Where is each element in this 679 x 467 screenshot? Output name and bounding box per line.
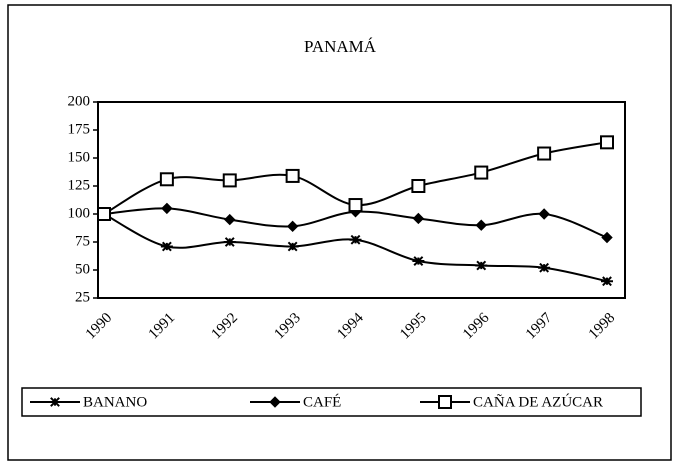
y-tick-label: 25 [75,289,90,305]
chart-frame [7,4,672,461]
y-tick-label: 100 [68,205,91,221]
data-point [222,173,237,188]
x-tick-label: 1991 [146,310,179,343]
data-point [475,219,487,231]
data-point [285,168,300,183]
data-point [474,165,489,180]
data-point [224,213,236,226]
data-point [412,256,425,266]
data-point [601,231,613,244]
plot-area [97,101,626,299]
x-tick-label: 1998 [586,310,619,343]
data-point [159,172,174,187]
x-tick-label: 1996 [460,310,493,343]
data-point [412,212,425,225]
x-tick-label: 1994 [334,310,367,343]
y-tick-label: 200 [68,93,91,109]
y-tick-label: 150 [68,149,91,165]
data-point [411,179,426,193]
data-point [349,234,362,245]
data-point [601,276,613,287]
chart-title: PANAMÁ [304,37,377,56]
x-tick-label: 1997 [523,310,556,343]
x-tick-label: 1995 [397,310,430,343]
series-line [103,213,608,283]
legend-marker [438,395,452,409]
data-point [223,237,236,247]
x-tick-label: 1993 [271,310,304,343]
y-tick-label: 125 [68,177,91,193]
legend-box [21,387,642,417]
legend-marker [269,396,281,408]
data-point [286,220,299,233]
legend-label: CAFÉ [303,393,341,410]
x-tick-label: 1992 [208,310,241,343]
y-tick-label: 75 [75,233,90,249]
data-point [600,135,614,150]
y-tick-label: 50 [75,261,90,277]
data-point [475,260,488,271]
data-point [97,207,111,221]
legend-label: BANANO [83,394,147,410]
data-point [538,208,550,220]
data-point [161,202,173,215]
legend-marker [49,397,61,407]
data-point [286,241,299,252]
x-tick-label: 1990 [83,310,116,343]
legend-label: CAÑA DE AZÚCAR [473,393,603,410]
y-tick-label: 175 [68,121,91,137]
data-point [348,198,363,213]
data-point [538,262,551,273]
data-point [160,241,173,252]
data-point [537,146,552,161]
